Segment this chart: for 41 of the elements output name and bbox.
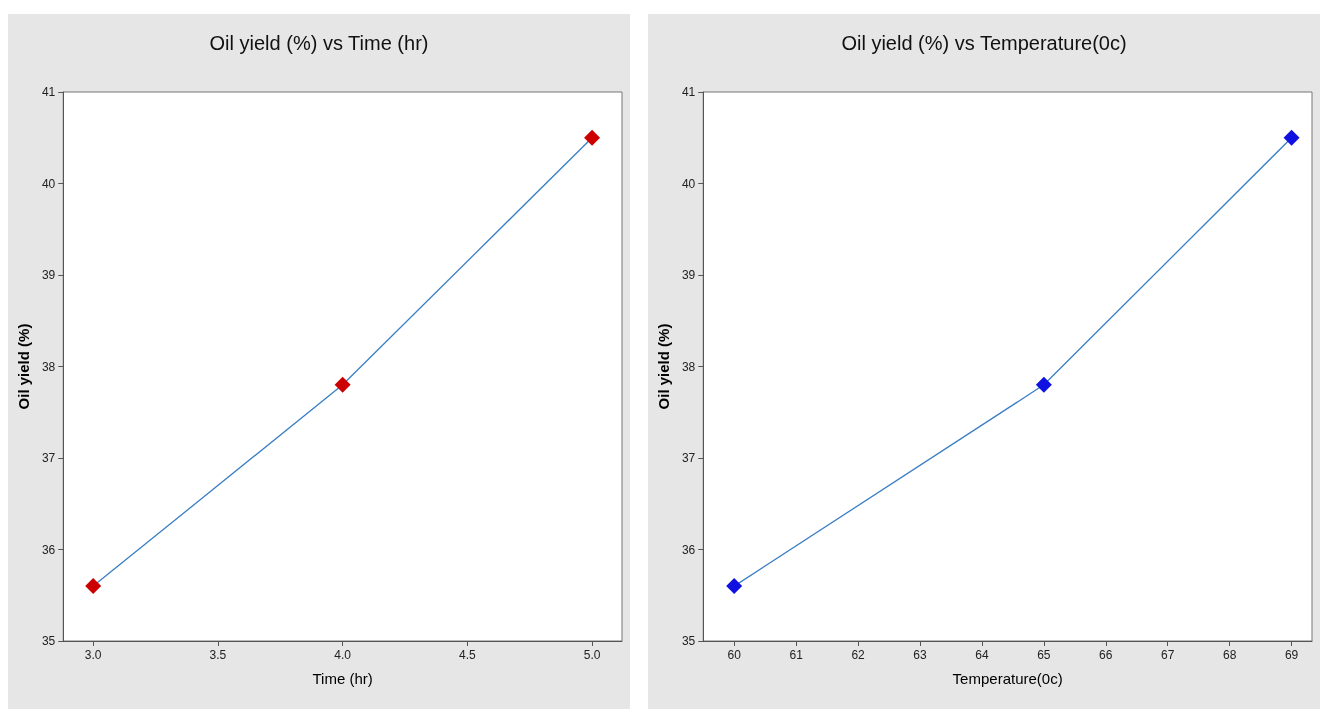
y-tick-label: 38 <box>41 359 56 374</box>
x-tick-label: 61 <box>789 648 804 662</box>
y-tick-label: 39 <box>681 268 696 282</box>
x-tick-label: 64 <box>975 648 989 662</box>
y-tick-label: 41 <box>41 85 56 99</box>
x-tick-label: 66 <box>1099 648 1113 662</box>
y-tick-label: 36 <box>681 542 696 557</box>
x-tick-label: 62 <box>851 648 866 662</box>
chart-title: Oil yield (%) vs Temperature(0c) <box>841 32 1127 54</box>
x-tick-label: 3.0 <box>84 648 102 662</box>
y-tick-label: 37 <box>681 451 696 465</box>
y-tick-label: 36 <box>41 542 56 557</box>
y-axis-title: Oil yield (%) <box>655 323 672 410</box>
x-tick-label: 69 <box>1284 648 1299 662</box>
x-axis-title: Temperature(0c) <box>952 670 1063 687</box>
y-tick-label: 41 <box>681 85 696 99</box>
point <box>1035 376 1052 393</box>
point <box>1283 129 1300 146</box>
point <box>726 578 743 595</box>
y-tick-label: 39 <box>41 268 56 282</box>
y-tick-label: 37 <box>41 451 56 465</box>
x-tick-label: 67 <box>1161 648 1175 662</box>
y-axis-title: Oil yield (%) <box>15 323 32 410</box>
x-tick-label: 4.0 <box>334 648 352 662</box>
point <box>85 578 102 595</box>
y-tick-label: 35 <box>681 634 696 648</box>
x-axis-title: Time (hr) <box>312 670 373 687</box>
point <box>334 376 351 393</box>
point <box>584 129 601 146</box>
x-tick-label: 60 <box>727 648 742 662</box>
x-tick-label: 65 <box>1037 648 1051 662</box>
y-tick-label: 35 <box>41 634 56 648</box>
y-tick-label: 38 <box>681 359 696 374</box>
x-tick-label: 5.0 <box>583 648 601 662</box>
y-tick-label: 40 <box>681 176 696 191</box>
x-tick-label: 68 <box>1222 648 1237 662</box>
x-tick-label: 3.5 <box>209 648 227 662</box>
x-tick-label: 4.5 <box>459 648 477 662</box>
x-tick-label: 63 <box>913 648 927 662</box>
y-tick-label: 40 <box>41 176 56 191</box>
chart-title: Oil yield (%) vs Time (hr) <box>209 32 429 54</box>
